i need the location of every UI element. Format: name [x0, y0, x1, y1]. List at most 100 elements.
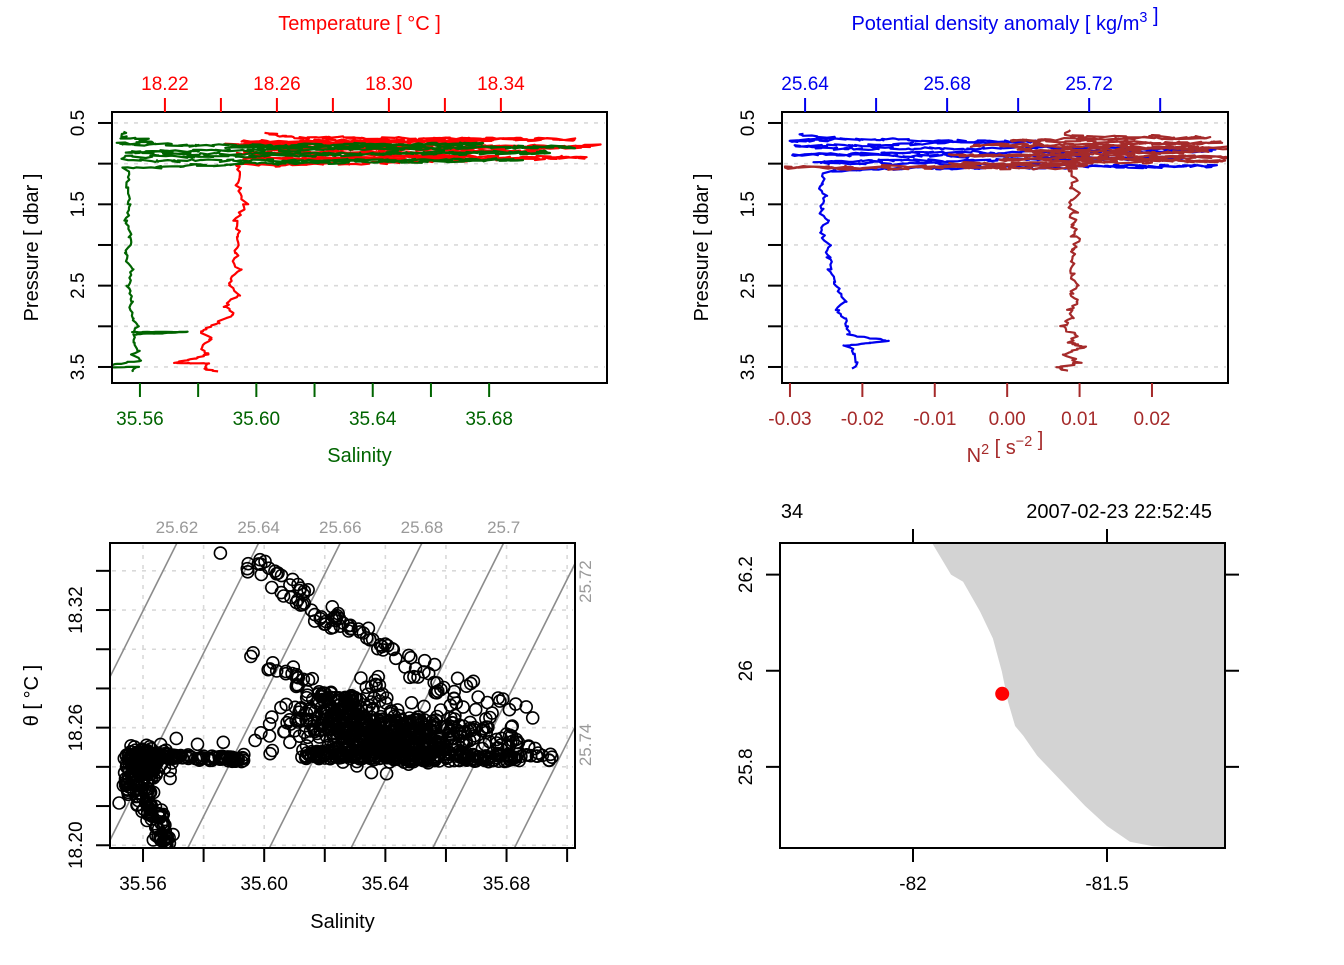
left-tick-label: 3.5 [68, 354, 89, 380]
scatter-point [342, 690, 357, 705]
temp-sal-y-axis-title: Pressure [ dbar ] [21, 174, 43, 322]
scatter-point [264, 580, 279, 595]
top-tick-label: 18.22 [141, 74, 189, 95]
scatter-point [156, 815, 171, 829]
scatter-point [253, 552, 267, 567]
scatter-point [328, 745, 342, 760]
scatter-point [360, 687, 375, 702]
bottom-tick-label: -81.5 [1085, 874, 1128, 895]
scatter-point [441, 747, 456, 762]
scatter-point [542, 753, 557, 768]
scatter-point [313, 611, 328, 626]
scatter-point [263, 746, 277, 761]
station-number-label: 34 [781, 501, 803, 523]
scatter-point [283, 735, 297, 750]
scatter-point [466, 674, 481, 689]
scatter-point [411, 718, 426, 732]
scatter-point [417, 653, 432, 668]
left-tick-label: 3.5 [738, 354, 759, 380]
scatter-point [519, 700, 534, 714]
scatter-point [290, 715, 305, 729]
scatter-point [265, 743, 280, 758]
bottom-tick-label: 35.56 [119, 874, 167, 895]
bottom-tick-label: 35.68 [465, 409, 513, 430]
bottom-tick-label: 35.56 [116, 409, 164, 430]
scatter-point [450, 671, 465, 686]
isopycnal-label-right: 25.74 [576, 724, 595, 767]
temp-sal-top-axis-title: Temperature [ °C ] [278, 13, 441, 35]
isopycnal-line [110, 543, 260, 842]
left-tick-label: 18.26 [66, 704, 87, 752]
scatter-point [261, 662, 276, 677]
scatter-point [334, 746, 349, 760]
scatter-point [388, 651, 403, 666]
scatter-point [302, 702, 316, 717]
profile-line-salinity [112, 130, 577, 373]
scatter-point [346, 695, 361, 709]
scatter-point [379, 766, 394, 781]
scatter-point [216, 735, 231, 750]
scatter-point [496, 692, 510, 706]
scatter-point [296, 672, 311, 687]
scatter-point [492, 694, 507, 708]
scatter-point [343, 622, 358, 636]
ts-y-axis-title: θ [ °C ] [21, 665, 43, 726]
panel-temp-sal: 18.22 18.26 18.30 18.34 35.56 35.60 35.64 35.68… [21, 13, 608, 467]
scatter-point [499, 749, 514, 763]
scatter-point [374, 745, 389, 759]
top-tick-label: 18.34 [477, 74, 525, 95]
scatter-point [369, 678, 383, 692]
density-n2-plot-area [783, 122, 1228, 372]
scatter-point [139, 749, 154, 764]
scatter-point [314, 718, 329, 733]
station-dot [995, 686, 1010, 701]
scatter-point [145, 748, 159, 763]
density-n2-border [781, 111, 1229, 384]
scatter-point [386, 642, 401, 657]
scatter-point [283, 578, 297, 592]
scatter-point [412, 750, 426, 765]
left-tick-label: 2.5 [68, 272, 89, 298]
temp-sal-plot-area [112, 122, 605, 373]
profile-line-temperature [173, 131, 602, 373]
scatter-point [276, 589, 291, 603]
scatter-point [139, 788, 153, 802]
scatter-point [283, 717, 298, 731]
isopycnal-line [432, 561, 575, 848]
scatter-point [442, 754, 456, 768]
isopycnal-label-top: 25.66 [319, 518, 362, 537]
temp-sal-bottom-axis-title: Salinity [327, 445, 391, 467]
ts-border [109, 542, 576, 849]
scatter-point [403, 650, 418, 665]
scatter-point [264, 710, 279, 724]
scatter-point [446, 716, 460, 730]
land-polygon [932, 543, 1225, 848]
top-tick-label: 18.30 [365, 74, 413, 95]
scatter-point [202, 752, 217, 766]
scatter-point [349, 692, 364, 706]
scatter-point [371, 669, 386, 684]
scatter-point [120, 782, 135, 797]
scatter-point [439, 750, 454, 765]
scatter-point [401, 648, 416, 663]
scatter-point [504, 729, 519, 743]
scatter-point [343, 618, 358, 633]
scatter-point [467, 748, 481, 763]
top-tick-label: 18.26 [253, 74, 301, 95]
scatter-point [525, 711, 540, 725]
scatter-point [347, 724, 362, 739]
scatter-point [279, 697, 294, 712]
bottom-tick-label: 35.68 [483, 874, 531, 895]
density-n2-bottom-axis-title: N2 [ s−2 ] [967, 429, 1044, 467]
panel-station-map: -82 -81.5 25.8 26 26.2 34 2007-02-23 22:52:45 [736, 501, 1239, 895]
scatter-point [296, 587, 311, 602]
scatter-point [237, 747, 251, 762]
left-tick-label: 0.5 [738, 110, 759, 136]
scatter-point [327, 737, 341, 752]
scatter-point [404, 695, 419, 710]
scatter-point [163, 771, 177, 786]
density-n2-top-axis-title: Potential density anomaly [ kg/m3 ] [851, 5, 1158, 35]
temp-sal-border [111, 111, 608, 384]
scatter-point [535, 748, 550, 763]
left-tick-label: 18.20 [66, 821, 87, 869]
